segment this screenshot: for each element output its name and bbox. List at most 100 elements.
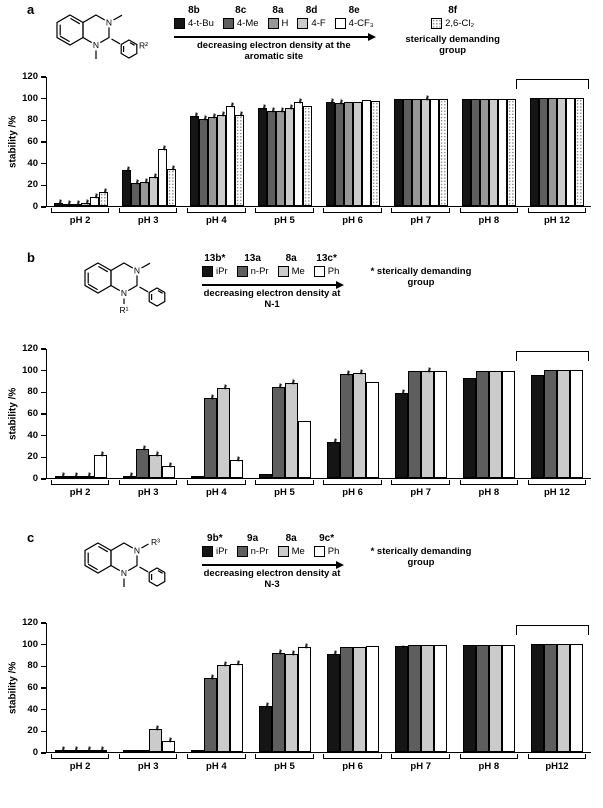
group-bracket [323, 208, 382, 213]
bar-9b-ph4 [191, 750, 204, 752]
x-tick-label: pH 8 [478, 761, 500, 772]
n3-atom-label: N [134, 265, 140, 275]
bar-8f-ph7 [439, 99, 448, 206]
bar-8c-ph6: *** [335, 99, 345, 206]
x-tick-label: pH 4 [206, 761, 227, 772]
bar-8a-ph8 [489, 645, 502, 752]
bar-8a-ph3: *** [140, 178, 150, 206]
significance-marker: *** [139, 178, 150, 182]
legend-c: 9b* iPr 9a n-Pr 8a Me 9c* Ph decreasing electro… [202, 531, 344, 590]
bar-group-ph8 [455, 77, 523, 206]
bar-13c-ph5 [298, 421, 311, 478]
bar-8a-ph12 [557, 370, 570, 478]
significance-marker: *** [225, 102, 236, 106]
y-tick-label: 0 [32, 201, 38, 212]
group-bracket [527, 480, 587, 485]
significance-marker: *** [157, 145, 168, 149]
significance-marker: *** [325, 98, 336, 102]
significance-marker: *** [328, 650, 339, 654]
x-tick-label: pH 7 [410, 761, 431, 772]
bar-8c-ph2: *** [63, 200, 73, 206]
y-tick [41, 141, 46, 143]
bar-9a-ph2: *** [68, 746, 81, 752]
legend-compound-id: 8a [285, 253, 297, 264]
legend-compound-id: 13c* [316, 253, 337, 264]
group-bracket [255, 480, 314, 485]
chemical-structure-a: N N R² [56, 14, 148, 59]
n3-atom-label: N [134, 545, 140, 555]
bar-group-ph5: *** *** [251, 349, 319, 478]
bar-group-ph5: *** *** *** *** *** [251, 77, 319, 206]
legend-entry: Me [277, 546, 305, 557]
bar-9c-ph2: *** [94, 746, 107, 752]
y-axis: 0 20 40 60 80 100 120 [20, 344, 46, 484]
steric-note: sterically demanding group [405, 34, 500, 57]
bar-8c-ph3: *** [131, 179, 141, 206]
plot-area: *** *** *** *** *** *** *** *** *** *** *** *** *** *… [46, 77, 591, 207]
significance-marker: *** [299, 643, 310, 647]
bar-8a-ph6: *** [353, 369, 366, 478]
bar-8e-ph5: *** [294, 98, 304, 206]
bar-group-ph4: *** *** *** *** *** *** [183, 77, 251, 206]
x-group-ph8: pH 8 [455, 208, 523, 226]
x-tick-label: pH 6 [342, 487, 363, 498]
significance-marker: *** [293, 98, 304, 102]
bar-group-ph4: *** *** *** [183, 349, 251, 478]
legend-items: 9b* iPr 9a n-Pr 8a Me 9c* Ph [202, 533, 342, 557]
legend-item-8a: 8a Me [277, 533, 305, 557]
legend-item-13b: 13b* iPr [202, 253, 228, 277]
bar-9c-ph8 [502, 645, 515, 752]
bar-8e-ph6 [362, 100, 371, 206]
bar-group-ph7: *** [387, 77, 455, 206]
y-tick [41, 730, 46, 732]
bar-8e-ph8 [498, 99, 507, 206]
ph12-top-bracket [516, 79, 589, 89]
x-group-ph7: pH 7 [387, 208, 455, 226]
x-tick-label: pH 2 [69, 487, 91, 498]
panel-letter-a: a [27, 2, 35, 17]
panel-a: a N N R² 8b 4-t-Bu [0, 0, 603, 248]
chart-c: stability /% 0 20 40 60 80 100 120 *** *** *** **… [0, 618, 603, 772]
bar-group-ph6: *** *** *** [319, 349, 387, 478]
bar-group-ph2: *** *** *** *** *** *** [47, 77, 115, 206]
bar-13a-ph6: *** [340, 370, 353, 478]
bar-8c-ph12 [539, 98, 548, 206]
bar-8c-ph8 [471, 99, 480, 206]
group-bracket [50, 754, 110, 759]
x-tick-label: pH 2 [69, 761, 91, 772]
legend-compound-id: 8c [235, 5, 247, 16]
legend-item-9c: 9c* Ph [313, 533, 339, 557]
bar-8a-ph5: *** [285, 650, 298, 752]
legend-substituent-label: Me [291, 546, 305, 557]
group-bracket [255, 208, 314, 213]
group-bracket [391, 208, 450, 213]
significance-marker: *** [205, 394, 216, 398]
legend-entry: iPr [202, 546, 228, 557]
significance-marker: *** [218, 384, 229, 388]
significance-marker: *** [71, 200, 82, 204]
legend-swatch-light [297, 18, 309, 29]
group-bracket [118, 754, 178, 759]
panel-a-header: N N R² 8b 4-t-Bu 8c 4-Me 8a H 8d 4-F 8e 4-CF₃ dec… [0, 0, 603, 67]
y-tick [41, 119, 46, 121]
legend-entry: n-Pr [236, 546, 269, 557]
bar-8a-ph2: *** [72, 200, 82, 206]
bar-8b-ph5: *** [258, 104, 268, 206]
y-tick [41, 76, 46, 78]
group-bracket [255, 754, 314, 759]
bar-13a-ph7 [408, 371, 421, 478]
bar-8a-ph8 [480, 99, 489, 206]
bar-13c-ph4: *** [230, 456, 243, 478]
bar-8e-ph3: *** [158, 145, 168, 206]
significance-marker: *** [354, 369, 365, 373]
x-group-ph5: pH 5 [250, 208, 318, 226]
significance-marker: *** [284, 104, 295, 108]
legend-compound-id: 8d [305, 5, 318, 16]
y-tick-label: 120 [22, 617, 38, 628]
bar-group-ph6: *** [319, 623, 387, 752]
bar-13b-ph2: *** [55, 472, 68, 478]
legend-compound-id: 8f [448, 5, 458, 16]
bar-8a-ph7 [421, 645, 434, 752]
bar-8a-ph4: *** [208, 113, 218, 206]
bar-8b-ph6: *** [326, 98, 336, 206]
